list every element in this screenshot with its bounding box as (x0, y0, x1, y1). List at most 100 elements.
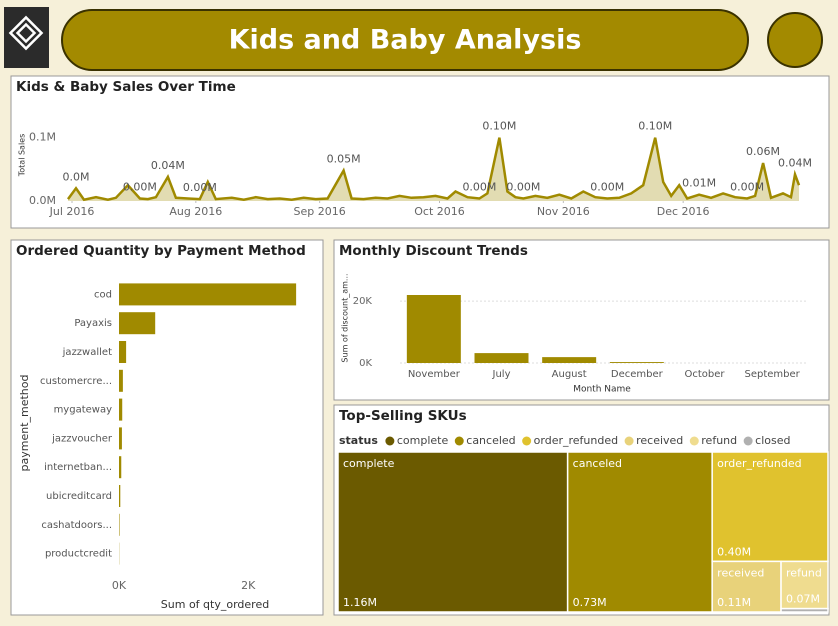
legend-label: complete (397, 434, 449, 447)
data-label: 0.00M (506, 180, 540, 193)
page-title: Kids and Baby Analysis (229, 25, 582, 56)
data-label: 0.05M (327, 153, 361, 166)
bar (119, 513, 120, 536)
tile-label: received (717, 566, 764, 579)
x-tick-label: Nov 2016 (537, 205, 590, 218)
bar (119, 398, 123, 421)
y-tick-label: internetban... (44, 462, 112, 473)
x-tick-label: December (611, 369, 664, 380)
bar (119, 341, 127, 363)
legend-swatch (522, 436, 532, 446)
x-tick-label: August (552, 369, 587, 380)
bar (119, 283, 297, 306)
x-axis-title: Sum of qty_ordered (161, 598, 269, 611)
title-banner (61, 9, 749, 71)
y-tick-label: jazzvoucher (51, 433, 113, 444)
data-label: 0.0M (62, 170, 89, 183)
x-axis-title: Month Name (573, 385, 631, 395)
legend-swatch (385, 436, 395, 446)
tile-value: 1.16M (343, 596, 377, 609)
legend-label: received (636, 434, 683, 447)
y-tick-label: cashatdoors... (41, 520, 112, 531)
legend-swatch (454, 436, 464, 446)
chart-title: Monthly Discount Trends (339, 243, 528, 259)
logo (4, 7, 49, 68)
y-tick-label: customercre... (40, 376, 112, 387)
x-tick-label: July (492, 369, 511, 380)
y-axis-title: payment_method (18, 375, 31, 472)
legend-label: refund (701, 434, 737, 447)
tile-value: 0.73M (573, 596, 607, 609)
x-tick-label: Oct 2016 (414, 205, 465, 218)
x-tick-label: September (745, 369, 801, 380)
y-tick-label: 0.1M (29, 131, 56, 144)
treemap-tile (337, 451, 569, 613)
y-tick-label: ubicreditcard (46, 491, 112, 502)
y-axis-title: Total Sales (18, 134, 27, 178)
tile-label: complete (343, 457, 395, 470)
data-label: 0.01M (682, 177, 716, 190)
y-tick-label: mygateway (54, 405, 113, 416)
bar (542, 357, 597, 363)
bar (474, 353, 529, 363)
x-tick-label: Dec 2016 (657, 205, 710, 218)
treemap-tile (566, 451, 713, 613)
x-tick-label: Jul 2016 (49, 205, 95, 218)
decor-circle (767, 12, 823, 68)
legend-label: canceled (466, 434, 515, 447)
y-tick-label: Payaxis (74, 318, 112, 329)
tile-value: 0.40M (717, 545, 751, 558)
bar (609, 362, 664, 363)
chart-title: Ordered Quantity by Payment Method (16, 243, 306, 259)
treemap-tile (780, 607, 829, 613)
legend-swatch (624, 436, 634, 446)
tile-value: 0.07M (786, 593, 820, 606)
legend-swatch (689, 436, 699, 446)
chart-title: Kids & Baby Sales Over Time (16, 79, 236, 95)
data-label: 0.00M (183, 181, 217, 194)
bar (119, 369, 123, 392)
y-tick-label: 0K (359, 358, 372, 369)
y-tick-label: 20K (353, 296, 373, 307)
data-label: 0.04M (778, 156, 812, 169)
legend-label: order_refunded (534, 434, 618, 447)
tile-label: refund (786, 566, 822, 579)
data-label: 0.00M (123, 180, 157, 193)
x-tick-label: 2K (241, 579, 256, 592)
data-label: 0.10M (482, 120, 516, 133)
bar (119, 456, 122, 479)
x-tick-label: Aug 2016 (169, 205, 222, 218)
legend-label: closed (755, 434, 790, 447)
panel (10, 75, 830, 229)
bar (119, 427, 122, 450)
data-label: 0.00M (730, 180, 764, 193)
tile-label: order_refunded (717, 457, 801, 470)
line (66, 137, 801, 202)
tile-label: canceled (573, 457, 622, 470)
bar (119, 485, 121, 507)
legend-title: status (339, 434, 378, 447)
treemap-tile (711, 560, 782, 613)
chart-title: Top-Selling SKUs (339, 408, 467, 424)
legend-swatch (743, 436, 753, 446)
y-tick-label: 0.0M (29, 194, 56, 207)
data-label: 0.06M (746, 145, 780, 158)
y-tick-label: productcredit (45, 549, 112, 560)
y-axis-title: Sum of discount_am... (341, 273, 350, 362)
data-label: 0.10M (638, 120, 672, 133)
x-tick-label: Sep 2016 (294, 205, 346, 218)
x-tick-label: 0K (112, 579, 127, 592)
data-label: 0.00M (462, 180, 496, 193)
data-label: 0.04M (151, 159, 185, 172)
x-tick-label: November (408, 369, 461, 380)
y-tick-label: jazzwallet (62, 347, 112, 358)
tile-value: 0.11M (717, 596, 751, 609)
bar (119, 312, 156, 335)
y-tick-label: cod (94, 289, 112, 300)
logo-icon (8, 15, 44, 51)
data-label: 0.00M (590, 180, 624, 193)
x-tick-label: October (684, 369, 725, 380)
bar (406, 295, 461, 363)
